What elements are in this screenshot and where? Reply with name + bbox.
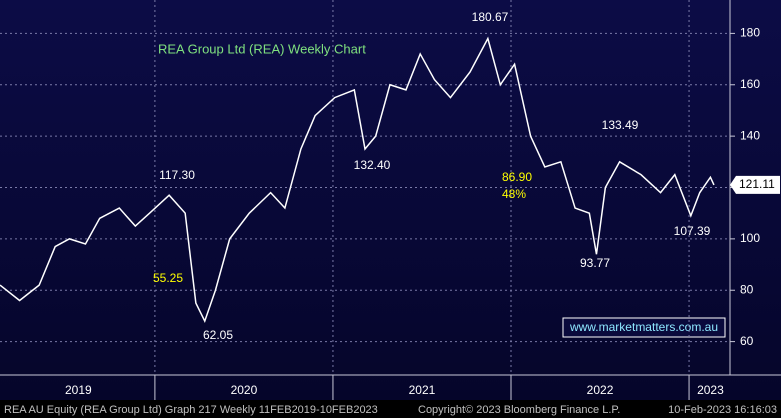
- annotation: 93.77: [580, 256, 610, 270]
- annotation: 117.30: [159, 168, 195, 182]
- footer-center: Copyright© 2023 Bloomberg Finance L.P.: [418, 404, 620, 416]
- annotation: 133.49: [602, 118, 639, 132]
- price-line: [0, 36, 715, 323]
- x-tick-label: 2023: [697, 383, 724, 397]
- annotation: 55.25: [153, 271, 183, 285]
- annotation: 48%: [502, 187, 526, 201]
- x-tick-label: 2019: [65, 383, 92, 397]
- annotation: 107.39: [674, 224, 711, 238]
- footer-background: [0, 400, 781, 418]
- plot-background: [0, 0, 781, 400]
- annotation: 86.90: [502, 170, 532, 184]
- y-tick-label: 160: [740, 77, 760, 91]
- y-tick-label: 80: [740, 282, 754, 296]
- annotation: 132.40: [354, 158, 391, 172]
- y-tick-label: 60: [740, 334, 754, 348]
- x-tick-label: 2020: [231, 383, 258, 397]
- y-tick-label: 140: [740, 128, 760, 142]
- footer-left: REA AU Equity (REA Group Ltd) Graph 217 …: [4, 404, 378, 416]
- x-tick-label: 2022: [587, 383, 614, 397]
- y-tick-label: 100: [740, 231, 760, 245]
- footer-right: 10-Feb-2023 16:16:03: [668, 404, 777, 416]
- price-tag: 121.11: [739, 177, 775, 191]
- annotation: 62.05: [203, 328, 233, 342]
- chart-title: REA Group Ltd (REA) Weekly Chart: [158, 41, 366, 56]
- watermark: www.marketmatters.com.au: [569, 320, 718, 334]
- price-tag-box: [730, 175, 780, 194]
- y-tick-label: 180: [740, 26, 760, 40]
- annotation: 180.67: [472, 10, 509, 24]
- watermark-box: [562, 317, 726, 338]
- x-tick-label: 2021: [409, 383, 436, 397]
